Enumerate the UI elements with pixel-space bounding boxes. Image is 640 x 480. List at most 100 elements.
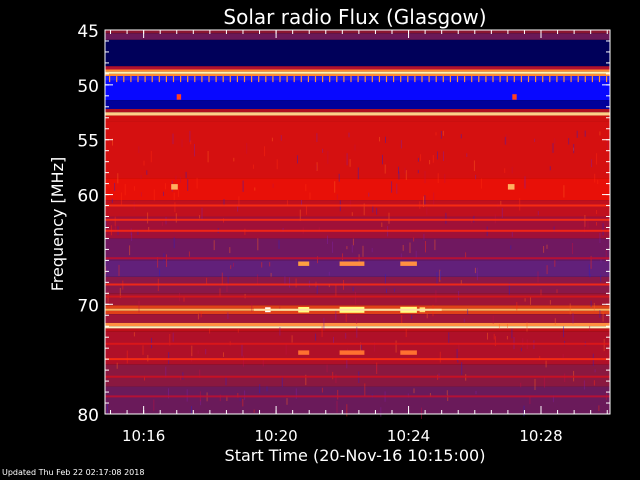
texture-streak-98	[159, 269, 161, 277]
texture-streak-306	[315, 333, 317, 341]
texture-streak-170	[537, 271, 539, 283]
texture-streak-406	[269, 262, 271, 267]
texture-streak-376	[554, 138, 556, 144]
texture-streak-364	[223, 352, 224, 357]
texture-streak-113	[425, 241, 426, 253]
texture-streak-314	[284, 276, 286, 285]
texture-streak-229	[242, 355, 244, 367]
interference-tick	[194, 76, 196, 83]
texture-streak-155	[252, 164, 254, 169]
texture-streak-106	[257, 238, 259, 251]
interference-tick	[343, 76, 345, 83]
texture-streak-248	[461, 362, 463, 375]
texture-streak-44	[380, 407, 382, 417]
texture-streak-393	[105, 218, 107, 229]
interference-tick	[414, 76, 416, 83]
texture-streak-162	[362, 245, 364, 257]
interference-tick	[329, 76, 331, 83]
texture-streak-357	[439, 351, 441, 363]
texture-streak-358	[197, 350, 199, 354]
texture-streak-332	[379, 136, 380, 142]
texture-streak-97	[415, 250, 417, 259]
interference-tick	[322, 76, 324, 83]
interference-tick	[258, 76, 260, 83]
interference-tick	[577, 76, 579, 83]
texture-streak-15	[587, 221, 589, 229]
texture-streak-354	[374, 342, 376, 352]
texture-streak-391	[421, 407, 422, 419]
interference-tick	[279, 76, 281, 83]
texture-streak-317	[599, 310, 601, 318]
texture-streak-69	[590, 300, 592, 307]
texture-streak-204	[346, 359, 348, 369]
texture-streak-54	[524, 179, 526, 187]
texture-streak-259	[593, 302, 595, 311]
texture-streak-380	[537, 211, 539, 216]
texture-streak-242	[242, 180, 244, 192]
texture-streak-366	[356, 318, 358, 324]
texture-streak-237	[563, 185, 565, 198]
texture-streak-195	[429, 393, 431, 397]
interference-tick	[109, 76, 111, 83]
texture-streak-283	[133, 186, 135, 191]
texture-streak-209	[200, 399, 202, 406]
texture-streak-20	[385, 136, 386, 143]
texture-streak-124	[445, 212, 447, 224]
interference-tick	[570, 76, 572, 83]
texture-streak-111	[106, 404, 108, 414]
texture-streak-296	[526, 322, 528, 332]
texture-streak-202	[549, 300, 551, 305]
texture-streak-134	[180, 176, 181, 183]
texture-streak-378	[543, 377, 545, 388]
texture-streak-337	[530, 296, 531, 305]
texture-streak-295	[465, 252, 467, 258]
texture-streak-143	[395, 340, 397, 353]
texture-streak-12	[409, 242, 411, 254]
texture-streak-368	[568, 138, 570, 145]
texture-streak-40	[371, 248, 373, 253]
texture-streak-235	[473, 160, 475, 172]
texture-streak-117	[219, 288, 221, 298]
texture-streak-219	[281, 376, 283, 387]
texture-streak-372	[150, 150, 152, 163]
interference-tick	[499, 76, 501, 83]
texture-streak-284	[201, 207, 203, 221]
texture-streak-218	[191, 345, 193, 357]
texture-streak-408	[209, 328, 211, 334]
interference-tick	[336, 76, 338, 83]
texture-streak-89	[111, 198, 113, 203]
texture-streak-251	[458, 344, 460, 352]
texture-streak-197	[174, 202, 176, 213]
texture-streak-356	[187, 179, 189, 191]
texture-streak-62	[474, 267, 476, 274]
freq-band-6	[105, 73, 610, 77]
freq-band-25	[105, 322, 610, 327]
texture-streak-274	[404, 167, 406, 174]
texture-streak-101	[305, 209, 307, 213]
texture-streak-144	[305, 374, 307, 386]
texture-streak-334	[133, 332, 135, 337]
y-tick-label-3: 60	[77, 187, 99, 207]
texture-streak-381	[291, 335, 293, 343]
burst-8	[298, 350, 310, 355]
interference-line-1	[105, 218, 610, 221]
texture-streak-377	[447, 395, 449, 401]
texture-streak-350	[305, 184, 307, 192]
texture-streak-5	[194, 144, 195, 157]
texture-streak-320	[278, 240, 280, 249]
texture-streak-112	[226, 395, 228, 401]
texture-streak-11	[225, 377, 227, 386]
texture-streak-398	[520, 382, 522, 388]
texture-streak-125	[301, 199, 302, 206]
texture-streak-133	[286, 200, 288, 206]
updated-timestamp: Updated Thu Feb 22 02:17:08 2018	[2, 468, 145, 477]
texture-streak-64	[510, 245, 512, 250]
x-axis-label: Start Time (20-Nov-16 10:15:00)	[225, 446, 486, 465]
texture-streak-77	[516, 302, 518, 311]
texture-streak-335	[413, 388, 415, 394]
texture-streak-159	[596, 153, 598, 165]
texture-streak-83	[323, 317, 325, 331]
texture-streak-149	[165, 366, 167, 378]
texture-streak-371	[546, 265, 548, 275]
texture-streak-145	[599, 131, 601, 136]
